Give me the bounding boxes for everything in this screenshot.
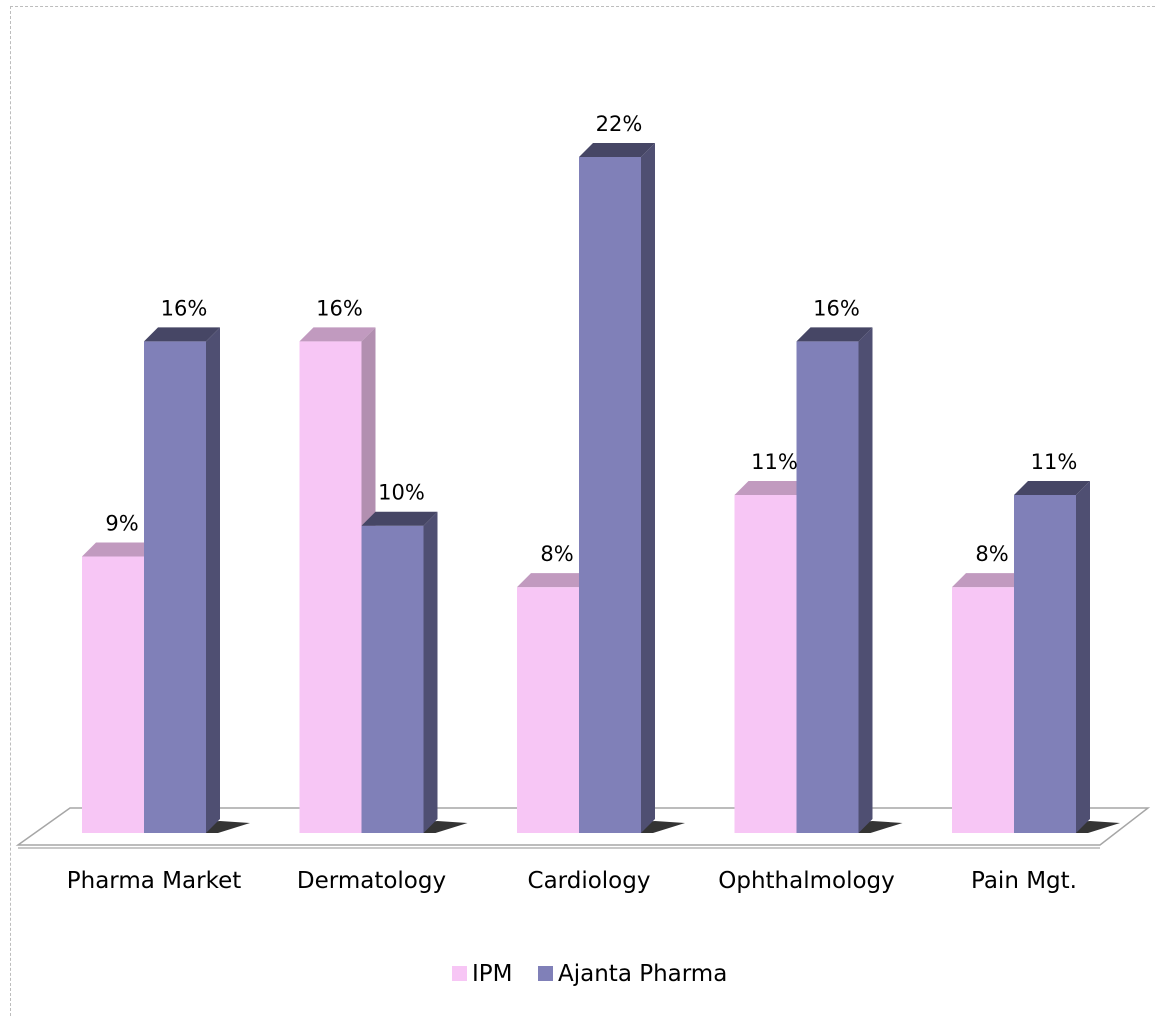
bar-top [796, 327, 873, 342]
bar-top [517, 573, 593, 588]
value-label: 16% [316, 296, 363, 320]
value-labels: 9% 16% 16% 10% 8% 22% 11% 16% 8% 11% [105, 112, 1077, 566]
category-label: Pain Mgt. [971, 868, 1077, 894]
bar-side [641, 143, 655, 833]
value-label: 8% [540, 542, 573, 566]
bar-top [144, 327, 220, 342]
legend-label: Ajanta Pharma [558, 961, 727, 987]
bar-ajanta-pharma-4 [1014, 481, 1090, 833]
category-axis-labels: Pharma Market Dermatology Cardiology Ophtha… [67, 868, 1077, 894]
category-label: Cardiology [528, 868, 651, 894]
bar-top [299, 327, 376, 342]
value-label: 16% [161, 296, 208, 320]
value-label: 16% [813, 296, 860, 320]
bar-front [734, 495, 797, 833]
chart-frame [10, 6, 1155, 1016]
bar-front [299, 341, 362, 833]
bar-top [82, 542, 158, 557]
legend-swatch [452, 966, 467, 981]
bar-front [952, 587, 1014, 833]
value-label: 11% [751, 450, 798, 474]
bar-side [423, 511, 438, 833]
bar-ajanta-pharma-0 [144, 327, 220, 833]
bar-front [579, 157, 641, 833]
bar-front [361, 525, 424, 833]
bar-top [734, 481, 811, 495]
bar-front [1014, 495, 1076, 833]
legend-label: IPM [472, 961, 513, 987]
bar-ajanta-pharma-3 [796, 327, 873, 833]
legend-swatch [538, 966, 553, 981]
category-label: Ophthalmology [718, 868, 895, 894]
value-label: 8% [975, 542, 1008, 566]
bar-top [1014, 481, 1090, 495]
bar-ajanta-pharma-1 [361, 511, 438, 833]
bar-front [82, 556, 144, 833]
bar-ajanta-pharma-2 [579, 143, 655, 833]
bar-front [144, 341, 206, 833]
value-label: 11% [1031, 450, 1078, 474]
bar-top [361, 511, 438, 526]
bar-front [796, 341, 859, 833]
category-label: Pharma Market [67, 868, 241, 894]
bar-top [579, 143, 655, 157]
bars [82, 143, 1120, 833]
bar-side [206, 327, 220, 833]
bar-front [517, 587, 579, 833]
bar-side [858, 327, 873, 833]
bar-side [1076, 481, 1090, 833]
value-label: 10% [378, 481, 425, 505]
category-label: Dermatology [297, 868, 446, 894]
legend: IPM Ajanta Pharma [452, 961, 727, 987]
value-label: 9% [105, 511, 138, 535]
bar-top [952, 573, 1028, 588]
value-label: 22% [596, 112, 643, 136]
